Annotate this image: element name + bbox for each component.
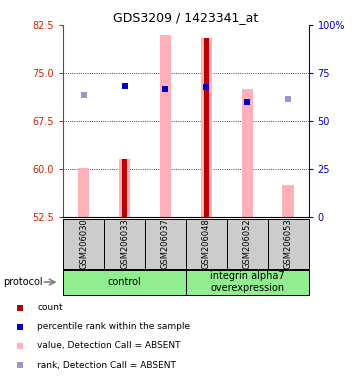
Text: percentile rank within the sample: percentile rank within the sample	[37, 322, 190, 331]
Text: count: count	[37, 303, 63, 312]
Text: GSM206053: GSM206053	[284, 218, 293, 269]
FancyBboxPatch shape	[63, 270, 186, 295]
Text: GSM206030: GSM206030	[79, 218, 88, 269]
Text: GSM206048: GSM206048	[202, 218, 211, 269]
Text: GSM206037: GSM206037	[161, 218, 170, 269]
Bar	[282, 185, 294, 217]
FancyBboxPatch shape	[63, 219, 104, 269]
FancyBboxPatch shape	[104, 219, 145, 269]
Text: GSM206033: GSM206033	[120, 218, 129, 269]
Bar	[160, 35, 171, 217]
Text: integrin alpha7
overexpression: integrin alpha7 overexpression	[210, 271, 284, 293]
Text: rank, Detection Call = ABSENT: rank, Detection Call = ABSENT	[37, 361, 176, 370]
Bar	[204, 38, 209, 217]
FancyBboxPatch shape	[145, 219, 186, 269]
FancyBboxPatch shape	[227, 219, 268, 269]
FancyBboxPatch shape	[186, 219, 227, 269]
Bar	[78, 168, 90, 217]
Title: GDS3209 / 1423341_at: GDS3209 / 1423341_at	[113, 11, 258, 24]
FancyBboxPatch shape	[268, 219, 309, 269]
Text: GSM206052: GSM206052	[243, 218, 252, 269]
Bar	[122, 159, 127, 217]
FancyBboxPatch shape	[186, 270, 309, 295]
Text: protocol: protocol	[4, 277, 43, 287]
Text: value, Detection Call = ABSENT: value, Detection Call = ABSENT	[37, 341, 180, 351]
Text: control: control	[108, 277, 142, 287]
Bar	[119, 159, 130, 217]
Bar	[242, 89, 253, 217]
Bar	[201, 38, 212, 217]
